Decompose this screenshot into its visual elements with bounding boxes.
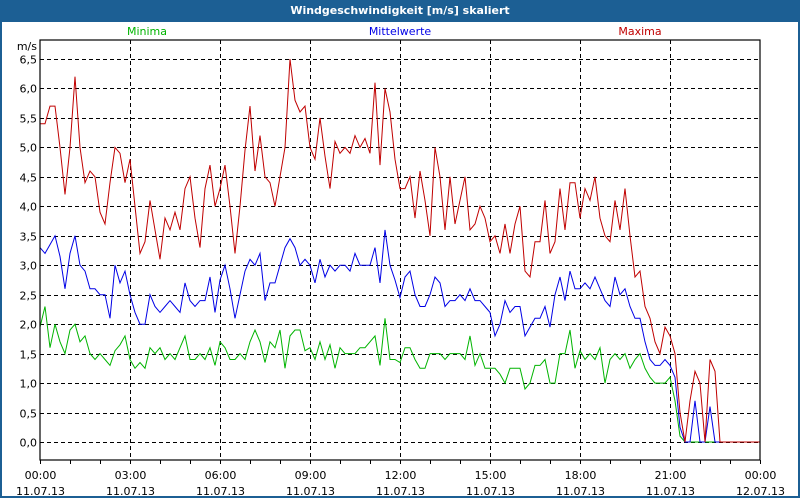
legend-maxima: Maxima: [618, 25, 661, 38]
series-line-minima: [39, 306, 760, 443]
x-tick-date: 11.07.13: [16, 485, 65, 498]
x-tick-time: 00:00: [25, 469, 57, 482]
y-tick-label: 1,5: [20, 349, 38, 362]
y-tick-label: 4,0: [20, 201, 38, 214]
x-tick-date: 11.07.13: [646, 485, 695, 498]
legend-minima: Minima: [127, 25, 167, 38]
y-tick-label: 0,0: [20, 437, 38, 450]
y-tick-label: 2,5: [20, 290, 38, 303]
grid: [40, 40, 760, 460]
x-tick-date: 11.07.13: [286, 485, 335, 498]
y-tick-label: 4,5: [20, 172, 38, 185]
x-tick-time: 09:00: [295, 469, 327, 482]
y-tick-label: 0,5: [20, 408, 38, 421]
x-axis: 00:00 11.07.13 03:00 11.07.13 06:00 11.07.13 0…: [16, 460, 785, 498]
series-line-mittelwerte: [39, 229, 760, 443]
x-tick-date: 12.07.13: [736, 485, 785, 498]
x-tick-date: 11.07.13: [466, 485, 515, 498]
x-tick-time: 18:00: [565, 469, 597, 482]
x-tick-time: 21:00: [655, 469, 687, 482]
x-tick-time: 00:00: [745, 469, 777, 482]
y-tick-label: 3,0: [20, 260, 38, 273]
legend-mittelwerte: Mittelwerte: [369, 25, 432, 38]
y-tick-label: 6,0: [20, 83, 38, 96]
y-tick-label: 1,0: [20, 378, 38, 391]
y-tick-label: 5,5: [20, 113, 38, 126]
x-tick-date: 11.07.13: [196, 485, 245, 498]
x-tick-time: 12:00: [385, 469, 417, 482]
y-axis: 0,0 0,5 1,0 1,5 2,0 2,5 3,0 3,5 4,0 4,5 5,0 5,5 6,0 6…: [20, 54, 38, 450]
y-axis-label: m/s: [17, 40, 37, 53]
x-tick-time: 03:00: [115, 469, 147, 482]
legend: Minima Mittelwerte Maxima: [127, 25, 662, 38]
x-tick-time: 06:00: [205, 469, 237, 482]
y-tick-label: 3,5: [20, 231, 38, 244]
x-tick-time: 15:00: [475, 469, 507, 482]
x-tick-date: 11.07.13: [556, 485, 605, 498]
x-tick-date: 11.07.13: [376, 485, 425, 498]
y-tick-label: 2,0: [20, 319, 38, 332]
series-lines: [39, 58, 760, 443]
window-title: Windgeschwindigkeit [m/s] skaliert: [0, 0, 800, 22]
y-tick-label: 5,0: [20, 142, 38, 155]
y-tick-label: 6,5: [20, 54, 38, 67]
series-line-maxima: [40, 58, 760, 443]
x-tick-date: 11.07.13: [106, 485, 155, 498]
